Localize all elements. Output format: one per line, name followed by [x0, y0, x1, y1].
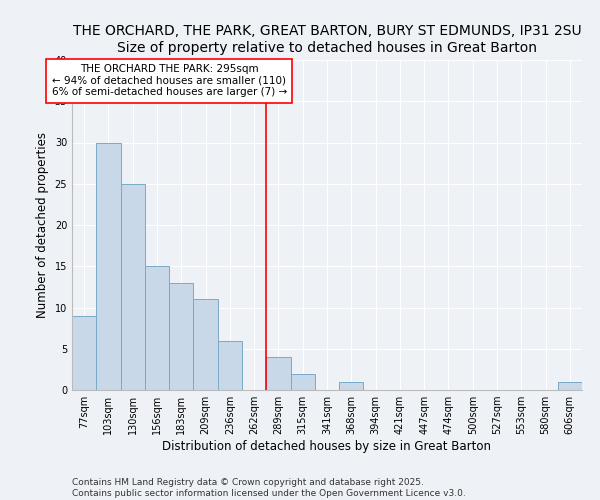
X-axis label: Distribution of detached houses by size in Great Barton: Distribution of detached houses by size …: [163, 440, 491, 453]
Bar: [218, 340, 242, 390]
Bar: [290, 374, 315, 390]
Bar: [339, 382, 364, 390]
Bar: [266, 357, 290, 390]
Bar: [193, 299, 218, 390]
Text: Contains HM Land Registry data © Crown copyright and database right 2025.
Contai: Contains HM Land Registry data © Crown c…: [72, 478, 466, 498]
Bar: [145, 266, 169, 390]
Text: THE ORCHARD THE PARK: 295sqm
← 94% of detached houses are smaller (110)
6% of se: THE ORCHARD THE PARK: 295sqm ← 94% of de…: [52, 64, 287, 98]
Bar: [121, 184, 145, 390]
Title: THE ORCHARD, THE PARK, GREAT BARTON, BURY ST EDMUNDS, IP31 2SU
Size of property : THE ORCHARD, THE PARK, GREAT BARTON, BUR…: [73, 24, 581, 54]
Y-axis label: Number of detached properties: Number of detached properties: [36, 132, 49, 318]
Bar: [169, 283, 193, 390]
Bar: [72, 316, 96, 390]
Bar: [558, 382, 582, 390]
Bar: [96, 142, 121, 390]
